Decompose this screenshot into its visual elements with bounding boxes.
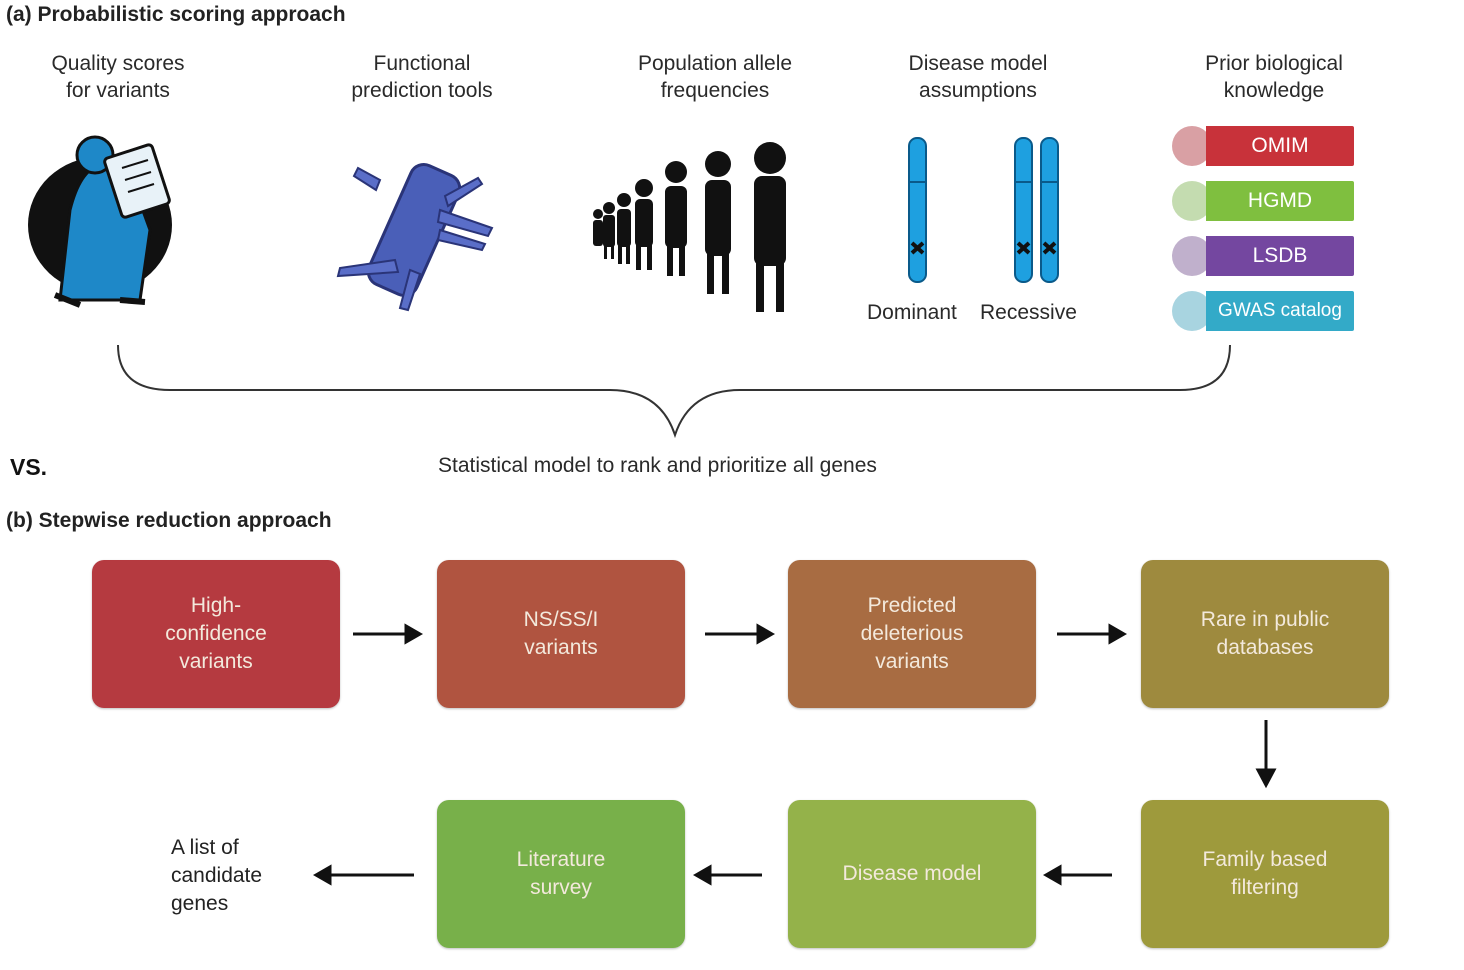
mutation-mark-icon [910,241,1057,255]
database-name: HGMD [1206,181,1354,221]
database-tag-omim: OMIM [1172,126,1358,166]
statistical-model-caption: Statistical model to rank and prioritize… [438,454,877,477]
step-predicted-deleterious: Predicted deleterious variants [788,560,1036,708]
section-a-title: (a) Probabilistic scoring approach [6,3,346,26]
flow-arrow-down [1255,720,1277,789]
column-label-disease-model: Disease model assumptions [908,52,1048,102]
database-tag-gwas: GWAS catalog [1172,291,1358,331]
database-name: OMIM [1206,126,1354,166]
flow-arrow-left [692,864,762,886]
step-high-confidence-variants: High- confidence variants [92,560,340,708]
column-label-population-frequencies: Population allele frequencies [637,52,793,102]
dominant-label: Dominant [867,301,957,324]
flow-arrow-left [1042,864,1112,886]
curly-brace [117,344,1231,439]
flow-arrow-left [312,864,414,886]
step-disease-model: Disease model [788,800,1036,948]
candidate-genes-result: A list of candidate genes [171,836,263,915]
recessive-label: Recessive [980,301,1077,324]
database-tag-lsdb: LSDB [1172,236,1358,276]
flow-arrow [1057,623,1128,645]
database-dot-icon [1172,181,1212,221]
column-label-quality-scores: Quality scores for variants [51,52,185,102]
pocket-knife-icon [336,163,494,312]
flow-arrow [353,623,424,645]
step-family-based-filtering: Family based filtering [1141,800,1389,948]
section-b-title: (b) Stepwise reduction approach [6,509,332,532]
chromosome-icon [908,137,1059,283]
vs-label: VS. [10,454,48,480]
people-row-icon [593,142,786,312]
database-name: GWAS catalog [1206,291,1354,331]
database-dot-icon [1172,291,1212,331]
database-dot-icon [1172,236,1212,276]
inspector-figure-icon [28,135,172,308]
flow-arrow [705,623,776,645]
step-rare-public-databases: Rare in public databases [1141,560,1389,708]
column-label-prior-knowledge: Prior biological knowledge [1205,52,1343,102]
step-literature-survey: Literature survey [437,800,685,948]
step-ns-ss-i-variants: NS/SS/I variants [437,560,685,708]
database-dot-icon [1172,126,1212,166]
column-label-functional-prediction: Functional prediction tools [351,52,493,102]
database-name: LSDB [1206,236,1354,276]
database-tag-hgmd: HGMD [1172,181,1358,221]
